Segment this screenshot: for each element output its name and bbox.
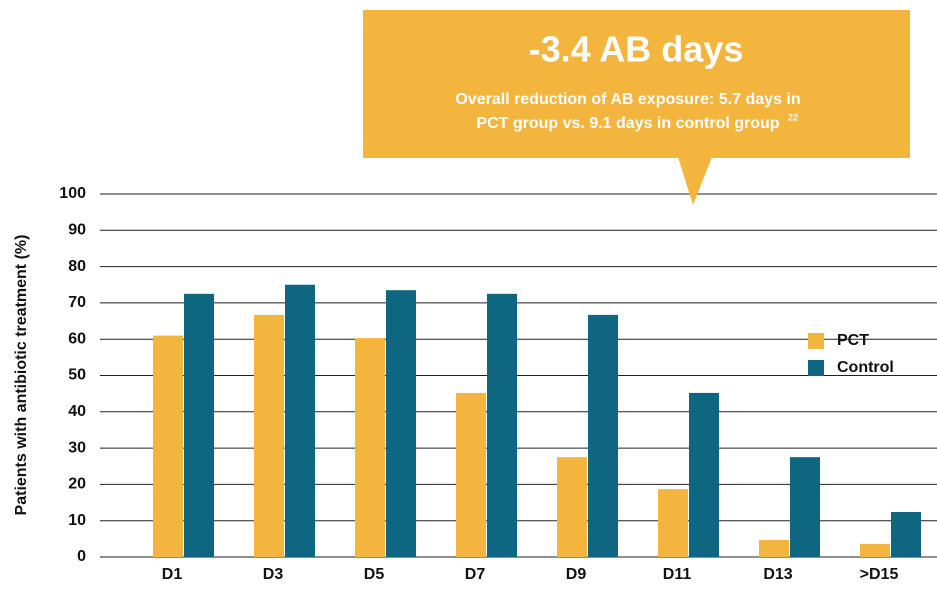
y-tick-label: 10 (68, 512, 86, 529)
y-tick-label: 90 (68, 222, 86, 239)
y-tick-label: 40 (68, 403, 86, 420)
y-tick-label: 20 (68, 476, 86, 493)
callout-ref: 22 (788, 112, 798, 122)
bar (487, 293, 517, 557)
legend-swatch (808, 333, 824, 349)
y-tick-label: 100 (59, 185, 86, 202)
bar (557, 457, 587, 557)
y-tick-label: 30 (68, 439, 86, 456)
y-tick-label: 70 (68, 294, 86, 311)
legend-label: PCT (837, 332, 869, 349)
callout-title: -3.4 AB days (529, 29, 744, 70)
bar (355, 338, 385, 557)
bar (254, 314, 284, 557)
bar (759, 539, 789, 557)
callout-text: Overall reduction of AB exposure: 5.7 da… (455, 91, 800, 108)
y-axis-label: Patients with antibiotic treatment (%) (13, 235, 30, 516)
x-tick-label: D1 (162, 566, 183, 583)
y-tick-label: 50 (68, 367, 86, 384)
bar (790, 457, 820, 557)
bar (860, 543, 890, 557)
y-tick-label: 60 (68, 330, 86, 347)
y-tick-label: 0 (77, 548, 86, 565)
x-tick-label: D11 (663, 566, 692, 583)
bar (689, 392, 719, 557)
bar (285, 284, 315, 557)
bar (891, 511, 921, 557)
legend-swatch (808, 360, 824, 376)
callout-text: PCT group vs. 9.1 days in control group (476, 115, 779, 132)
legend-label: Control (837, 359, 894, 376)
x-tick-label: >D15 (860, 566, 899, 583)
x-tick-label: D9 (566, 566, 587, 583)
callout-box (363, 10, 910, 158)
bar (658, 489, 688, 557)
bar (153, 335, 183, 557)
x-tick-label: D7 (465, 566, 486, 583)
callout-pointer (678, 157, 712, 205)
bar (456, 392, 486, 557)
bar (588, 314, 618, 557)
y-tick-label: 80 (68, 258, 86, 275)
x-tick-label: D13 (763, 566, 792, 583)
x-tick-label: D3 (263, 566, 284, 583)
x-tick-label: D5 (364, 566, 385, 583)
bar (386, 290, 416, 557)
bar (184, 293, 214, 557)
